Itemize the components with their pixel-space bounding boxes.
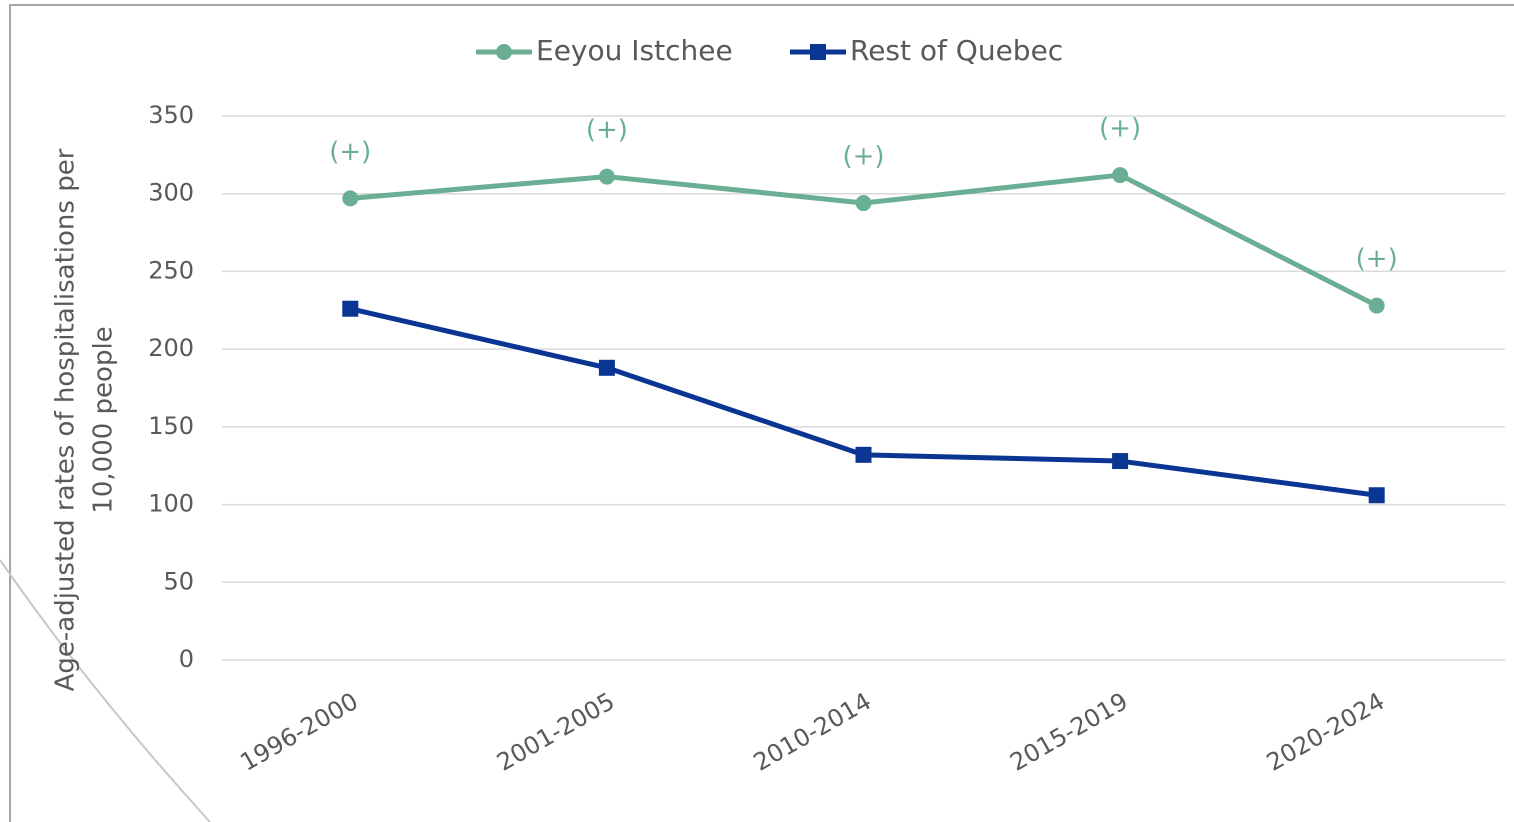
marker	[810, 44, 826, 60]
annotation: (+)	[1356, 244, 1398, 274]
y-tick-label: 100	[148, 490, 194, 518]
x-tick-label: 2015-2019	[1005, 687, 1132, 777]
y-tick-label: 200	[148, 334, 194, 362]
x-tick-label: 2020-2024	[1262, 687, 1389, 777]
marker	[496, 44, 512, 60]
legend-label: Eeyou Istchee	[536, 34, 733, 67]
annotation: (+)	[842, 142, 884, 172]
marker	[1112, 167, 1129, 184]
marker	[1112, 453, 1129, 470]
legend-item: Rest of Quebec	[790, 34, 1063, 67]
marker	[1368, 297, 1385, 314]
marker	[342, 300, 359, 317]
legend-label: Rest of Quebec	[850, 34, 1063, 67]
series-line	[350, 172, 1378, 308]
y-tick-label: 350	[148, 101, 194, 129]
x-tick-label: 2010-2014	[749, 687, 876, 777]
marker	[855, 195, 872, 212]
annotation: (+)	[586, 115, 628, 145]
marker	[855, 446, 872, 463]
x-tick-label: 1996-2000	[235, 687, 362, 777]
y-tick-label: 150	[148, 412, 194, 440]
series-line	[349, 306, 1378, 498]
legend-item: Eeyou Istchee	[476, 34, 733, 67]
marker	[342, 190, 359, 207]
marker	[598, 359, 615, 376]
annotation: (+)	[1099, 114, 1141, 144]
marker	[1368, 487, 1385, 504]
y-axis-label: 10,000 people	[89, 326, 119, 513]
x-tick-label: 2001-2005	[492, 687, 619, 777]
annotation: (+)	[329, 137, 371, 167]
y-tick-label: 300	[148, 179, 194, 207]
y-tick-label: 250	[148, 256, 194, 284]
frame	[9, 4, 1514, 822]
marker	[598, 168, 615, 185]
y-tick-label: 0	[179, 645, 194, 673]
y-tick-label: 50	[163, 567, 194, 595]
decoration	[0, 559, 211, 822]
y-axis-label: Age-adjusted rates of hospitalisations p…	[51, 148, 81, 691]
